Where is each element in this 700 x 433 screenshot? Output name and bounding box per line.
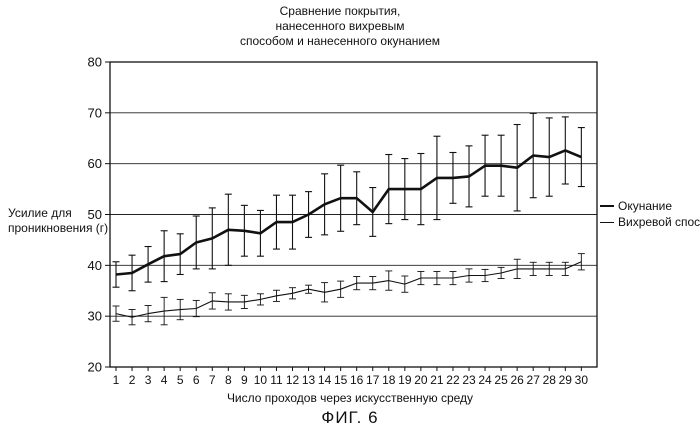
x-tick-label-25: 25	[494, 373, 508, 387]
legend-swatch-thick	[600, 205, 614, 208]
y-tick-label-20: 20	[88, 360, 102, 375]
x-tick-label-28: 28	[543, 373, 557, 387]
series-line-dip	[116, 150, 581, 274]
x-tick-label-19: 19	[398, 373, 412, 387]
x-tick-label-30: 30	[575, 373, 589, 387]
x-tick-label-10: 10	[254, 373, 268, 387]
x-tick-label-2: 2	[129, 373, 136, 387]
x-tick-label-8: 8	[225, 373, 232, 387]
x-tick-label-27: 27	[527, 373, 541, 387]
y-tick-label-80: 80	[88, 55, 102, 70]
figure-caption: ФИГ. 6	[0, 408, 700, 428]
x-tick-label-21: 21	[430, 373, 444, 387]
legend-label-vortex: Вихревой способ	[618, 215, 700, 229]
x-tick-label-11: 11	[270, 373, 283, 387]
x-tick-label-26: 26	[510, 373, 524, 387]
legend-label-dip: Окунание	[618, 199, 672, 213]
x-tick-label-17: 17	[366, 373, 380, 387]
x-tick-label-13: 13	[302, 373, 316, 387]
x-tick-label-24: 24	[478, 373, 492, 387]
x-tick-label-9: 9	[241, 373, 248, 387]
x-tick-label-15: 15	[334, 373, 348, 387]
legend: Окунание Вихревой способ	[600, 198, 700, 230]
x-tick-label-5: 5	[177, 373, 184, 387]
x-axis-label: Число проходов через искусственную среду	[200, 391, 500, 405]
x-tick-label-29: 29	[559, 373, 573, 387]
x-tick-label-14: 14	[318, 373, 332, 387]
x-tick-label-23: 23	[462, 373, 476, 387]
y-tick-label-50: 50	[88, 207, 102, 222]
y-tick-label-70: 70	[88, 105, 102, 120]
x-tick-label-16: 16	[350, 373, 364, 387]
legend-swatch-thin	[600, 222, 614, 223]
x-tick-label-22: 22	[446, 373, 460, 387]
x-tick-label-7: 7	[209, 373, 216, 387]
y-tick-label-60: 60	[88, 156, 102, 171]
legend-item-vortex: Вихревой способ	[600, 214, 700, 230]
y-tick-label-30: 30	[88, 309, 102, 324]
x-tick-label-3: 3	[145, 373, 152, 387]
y-tick-label-40: 40	[88, 258, 102, 273]
x-tick-label-18: 18	[382, 373, 396, 387]
x-tick-label-1: 1	[113, 373, 120, 387]
series-line-vortex	[116, 262, 581, 317]
x-tick-label-6: 6	[193, 373, 200, 387]
x-tick-label-4: 4	[161, 373, 168, 387]
legend-item-dip: Окунание	[600, 198, 700, 214]
x-tick-label-12: 12	[286, 373, 300, 387]
x-tick-label-20: 20	[414, 373, 428, 387]
